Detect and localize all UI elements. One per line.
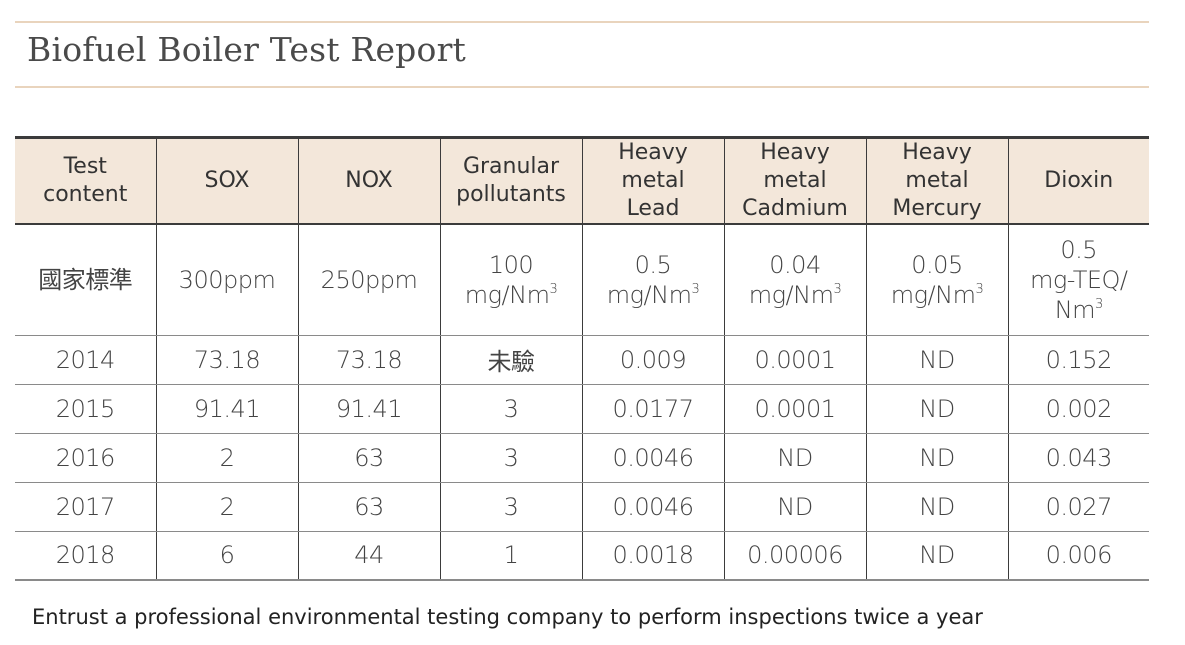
cell-granular: 3: [440, 433, 583, 483]
cell-mercury: ND: [866, 384, 1009, 434]
cell-cadmium: 0.00006: [724, 531, 867, 581]
cell-mercury: ND: [866, 433, 1009, 483]
cell-lead: 0.0046: [582, 482, 725, 532]
test-report-table: Test content SOX NOX Granular pollutants H…: [15, 136, 1149, 581]
cell-nox: 91.41: [298, 384, 441, 434]
cell-cadmium: ND: [724, 482, 867, 532]
cell-dioxin: 0.152: [1008, 335, 1149, 385]
table-row: 2015 91.41 91.41 3 0.0177 0.0001 ND 0.00…: [15, 384, 1149, 434]
cell-cadmium: 0.0001: [724, 335, 867, 385]
cell-cadmium: ND: [724, 433, 867, 483]
title-bottom-rule: [15, 86, 1149, 88]
cell-nox: 63: [298, 482, 441, 532]
cell-dioxin: 0.027: [1008, 482, 1149, 532]
cell-sox: 6: [156, 531, 299, 581]
row-year: 2018: [15, 531, 157, 581]
header-cadmium: Heavy metal Cadmium: [724, 136, 867, 225]
table-row: 2016 2 63 3 0.0046 ND ND 0.043: [15, 433, 1149, 483]
row-year: 2015: [15, 384, 157, 434]
cell-nox: 44: [298, 531, 441, 581]
standard-cadmium: 0.04 mg/Nm3: [724, 224, 867, 336]
standard-nox: 250ppm: [298, 224, 441, 336]
page-title: Biofuel Boiler Test Report: [27, 30, 467, 69]
cell-nox: 63: [298, 433, 441, 483]
table-header-row: Test content SOX NOX Granular pollutants H…: [15, 136, 1149, 225]
cell-mercury: ND: [866, 335, 1009, 385]
title-top-rule: [15, 21, 1149, 23]
cell-lead: 0.0177: [582, 384, 725, 434]
row-year: 2017: [15, 482, 157, 532]
header-nox: NOX: [298, 136, 441, 225]
standard-granular: 100 mg/Nm3: [440, 224, 583, 336]
table-row: 2014 73.18 73.18 未驗 0.009 0.0001 ND 0.15…: [15, 335, 1149, 385]
cell-granular: 未驗: [440, 335, 583, 385]
cell-cadmium: 0.0001: [724, 384, 867, 434]
row-year: 2014: [15, 335, 157, 385]
cell-sox: 73.18: [156, 335, 299, 385]
standard-lead: 0.5 mg/Nm3: [582, 224, 725, 336]
standard-label: 國家標準: [15, 224, 157, 336]
standard-dioxin: 0.5 mg-TEQ/Nm3: [1008, 224, 1149, 336]
footnote: Entrust a professional environmental tes…: [32, 605, 983, 629]
cell-sox: 2: [156, 433, 299, 483]
cell-mercury: ND: [866, 531, 1009, 581]
table-row: 2018 6 44 1 0.0018 0.00006 ND 0.006: [15, 531, 1149, 581]
cell-sox: 2: [156, 482, 299, 532]
cell-granular: 3: [440, 384, 583, 434]
cell-dioxin: 0.002: [1008, 384, 1149, 434]
header-dioxin: Dioxin: [1008, 136, 1149, 225]
cell-sox: 91.41: [156, 384, 299, 434]
standard-mercury: 0.05 mg/Nm3: [866, 224, 1009, 336]
cell-granular: 1: [440, 531, 583, 581]
header-test-content: Test content: [15, 136, 157, 225]
header-granular-pollutants: Granular pollutants: [440, 136, 583, 225]
header-mercury: Heavy metal Mercury: [866, 136, 1009, 225]
cell-granular: 3: [440, 482, 583, 532]
header-sox: SOX: [156, 136, 299, 225]
cell-lead: 0.009: [582, 335, 725, 385]
standard-sox: 300ppm: [156, 224, 299, 336]
national-standard-row: 國家標準 300ppm 250ppm 100 mg/Nm3 0.5 mg/Nm3 0…: [15, 224, 1149, 336]
cell-dioxin: 0.006: [1008, 531, 1149, 581]
table-row: 2017 2 63 3 0.0046 ND ND 0.027: [15, 482, 1149, 532]
cell-lead: 0.0046: [582, 433, 725, 483]
cell-nox: 73.18: [298, 335, 441, 385]
header-lead: Heavy metal Lead: [582, 136, 725, 225]
row-year: 2016: [15, 433, 157, 483]
cell-dioxin: 0.043: [1008, 433, 1149, 483]
cell-lead: 0.0018: [582, 531, 725, 581]
cell-mercury: ND: [866, 482, 1009, 532]
